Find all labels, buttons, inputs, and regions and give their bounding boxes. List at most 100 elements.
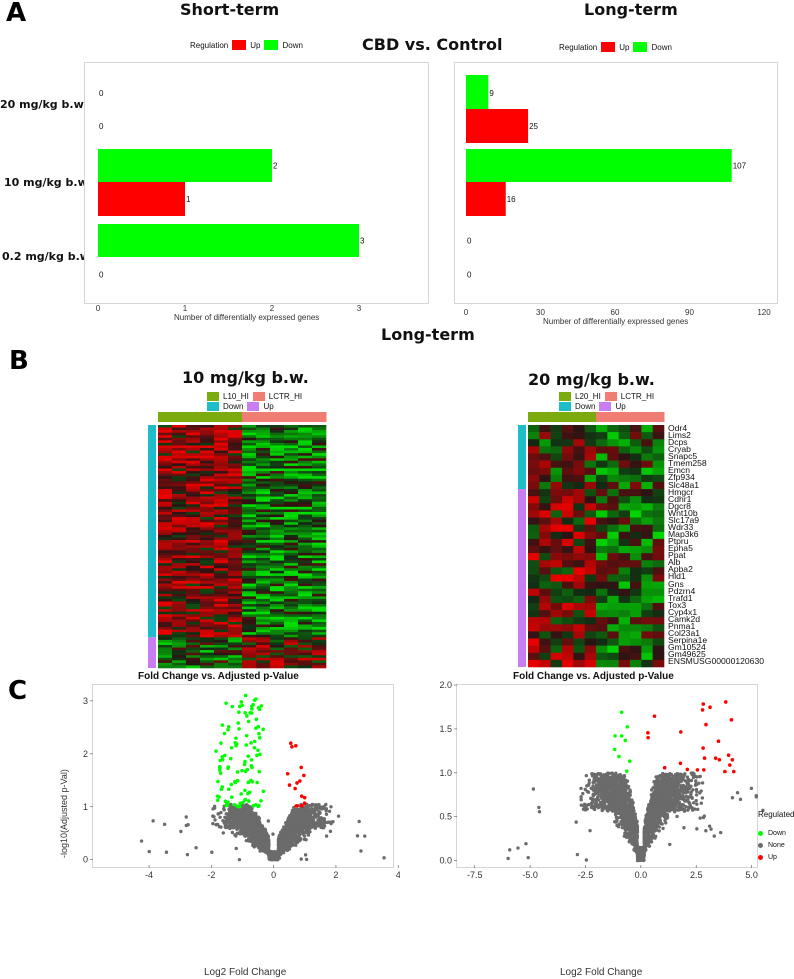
heatmap-cell: [539, 610, 551, 618]
down-point: [243, 759, 247, 764]
heatmap-cell: [550, 517, 563, 525]
heatmap-cell: [256, 534, 271, 538]
heatmap-cell: [618, 560, 631, 568]
heatmap-cell: [298, 573, 313, 577]
heatmap-cell: [312, 627, 327, 630]
heatmap-cell: [158, 560, 173, 564]
heatmap-cell: [228, 555, 243, 559]
heatmap-cell: [256, 448, 271, 451]
heatmap-cell: [172, 545, 187, 549]
ctrl-annotation: [652, 412, 665, 422]
heatmap-cell: [242, 455, 257, 459]
heatmap-cell: [270, 511, 285, 515]
heatmap-cell: [618, 652, 631, 661]
heatmap-cell: [298, 448, 313, 451]
heatmap-cell: [256, 486, 271, 490]
heatmap-cell: [607, 546, 619, 554]
bar-down-1: [98, 149, 272, 182]
heatmap-cell: [596, 631, 608, 639]
heatmap-cell: [242, 517, 257, 520]
heatmap-cell: [172, 542, 187, 546]
heatmap-cell: [298, 453, 313, 456]
none-point: [235, 831, 239, 836]
heatmap-cell: [200, 450, 215, 454]
none-point: [219, 810, 223, 815]
heatmap-cell: [312, 621, 327, 625]
heatmap-cell: [630, 617, 642, 625]
heatmap-cell: [228, 621, 243, 625]
heatmap-cell: [242, 506, 257, 510]
heatmap-cell: [312, 486, 327, 490]
heatmap-cell: [200, 471, 215, 474]
heatmap-cell: [539, 460, 551, 469]
heatmap-cell: [214, 453, 229, 456]
heatmap-cell: [284, 660, 299, 664]
heatmap-cell: [186, 430, 201, 433]
up-row-annotation: [518, 489, 526, 667]
heatmap-cell: [584, 481, 597, 490]
heatmap-cell: [270, 488, 285, 492]
heatmap-cell: [562, 460, 574, 469]
heatmap-cell: [158, 529, 173, 533]
heatmap-cell: [641, 546, 653, 554]
heatmap-cell: [214, 545, 229, 549]
ctrl-annotation: [630, 412, 642, 422]
heatmap-cell: [550, 474, 563, 483]
ctrl-annotation: [298, 412, 313, 422]
ctrl-swatch: [252, 392, 265, 401]
heatmap-cell: [214, 501, 229, 505]
heatmap-cell: [618, 581, 631, 590]
heatmap-cell: [256, 616, 271, 620]
heatmap-cell: [172, 604, 187, 607]
bar-value-label: 25: [529, 122, 538, 131]
heatmap-cell: [641, 638, 653, 646]
heatmap-cell: [228, 432, 243, 436]
heatmap-cell: [539, 432, 551, 440]
heatmap-cell: [158, 468, 173, 472]
heatmap-cell: [562, 489, 574, 497]
legend-title: Regulation: [559, 42, 598, 52]
heatmap-cell: [618, 517, 631, 525]
x-tick-label: 4: [396, 870, 400, 880]
heatmap-cell: [172, 471, 187, 474]
heatmap-cell: [242, 442, 257, 446]
heatmap-cell: [214, 647, 229, 651]
heatmap-cell: [584, 531, 597, 540]
heatmap-cell: [242, 627, 257, 630]
heatmap-cell: [172, 468, 187, 472]
down-point: [223, 799, 228, 804]
heatmap-cell: [562, 652, 574, 661]
heatmap-cell: [550, 432, 563, 440]
heatmap-cell: [539, 503, 551, 511]
heatmap-cell: [652, 631, 665, 639]
ctrl-annotation: [618, 412, 631, 422]
heatmap-cell: [214, 442, 229, 446]
heatmap-cell: [573, 631, 585, 639]
heatmap-cell: [186, 598, 201, 602]
none-point: [210, 850, 214, 854]
heatmap-cell: [298, 450, 313, 454]
heatmap-cell: [186, 532, 201, 536]
heatmap-cell: [641, 595, 653, 604]
heatmap-cell: [652, 524, 665, 533]
heatmap-cell: [214, 563, 229, 566]
y-tick-label: 2.0: [439, 680, 452, 690]
heatmap-cell: [158, 499, 173, 503]
heatmap-cell: [312, 555, 327, 559]
none-point: [271, 832, 275, 836]
none-point: [292, 824, 297, 829]
heatmap-cell: [539, 489, 551, 497]
none-point: [151, 819, 155, 823]
heatmap-cell: [312, 655, 327, 659]
heatmap-cell: [228, 570, 243, 574]
heatmap-cell: [158, 586, 173, 590]
heatmap-cell: [584, 446, 597, 454]
heatmap-cell: [607, 610, 619, 618]
none-point: [239, 822, 243, 826]
heatmap-cell: [214, 430, 229, 433]
none-point: [218, 815, 222, 819]
none-point: [303, 805, 307, 809]
heatmap-cell: [298, 465, 313, 469]
heatmap-cell: [214, 509, 229, 513]
heatmap-cell: [284, 593, 299, 597]
